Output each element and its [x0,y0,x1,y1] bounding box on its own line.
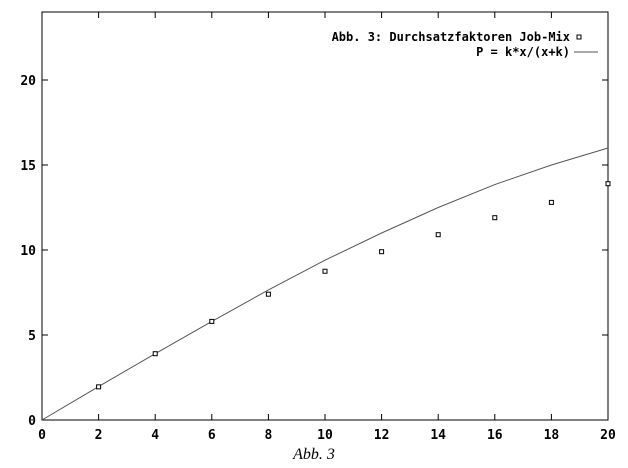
data-point [209,318,215,324]
x-tick-label: 4 [151,428,159,443]
x-tick-label: 16 [487,428,503,443]
y-tick-label: 20 [20,74,36,89]
legend: Abb. 3: Durchsatzfaktoren Job-Mix P = k*… [332,30,598,59]
x-tick-label: 18 [544,428,560,443]
x-tick-label: 2 [95,428,103,443]
data-point [96,384,102,390]
x-tick-label: 0 [38,428,46,443]
chart: 0 2 4 6 8 10 12 14 16 18 20 0 5 10 15 20 Abb. 3: Durch… [20,11,616,443]
x-tick-label: 12 [374,428,390,443]
x-tick-label: 20 [600,428,616,443]
y-tick-label: 0 [28,414,36,429]
x-tick-label: 6 [208,428,216,443]
legend-label-fit-line: P = k*x/(x+k) [476,45,570,59]
y-tick-label: 10 [20,244,36,259]
data-point [265,291,271,297]
figure-caption: Abb. 3 [293,446,335,463]
data-point [605,181,611,187]
legend-marker-square [576,34,582,40]
series-layer [41,147,611,421]
plot-frame [41,11,609,421]
x-tick-label: 14 [430,428,446,443]
y-axis: 0 5 10 15 20 [20,74,608,429]
legend-label-job-mix: Abb. 3: Durchsatzfaktoren Job-Mix [332,30,570,44]
x-tick-label: 10 [317,428,333,443]
x-tick-label: 8 [264,428,272,443]
data-point [548,199,554,205]
y-tick-label: 5 [28,329,36,344]
y-tick-label: 15 [20,159,36,174]
x-axis: 0 2 4 6 8 10 12 14 16 18 20 [38,12,616,443]
data-point [492,215,498,221]
fit-curve-line [41,147,609,421]
data-point [379,249,385,255]
data-point [152,351,158,357]
data-point [322,268,328,274]
data-point [435,232,441,238]
